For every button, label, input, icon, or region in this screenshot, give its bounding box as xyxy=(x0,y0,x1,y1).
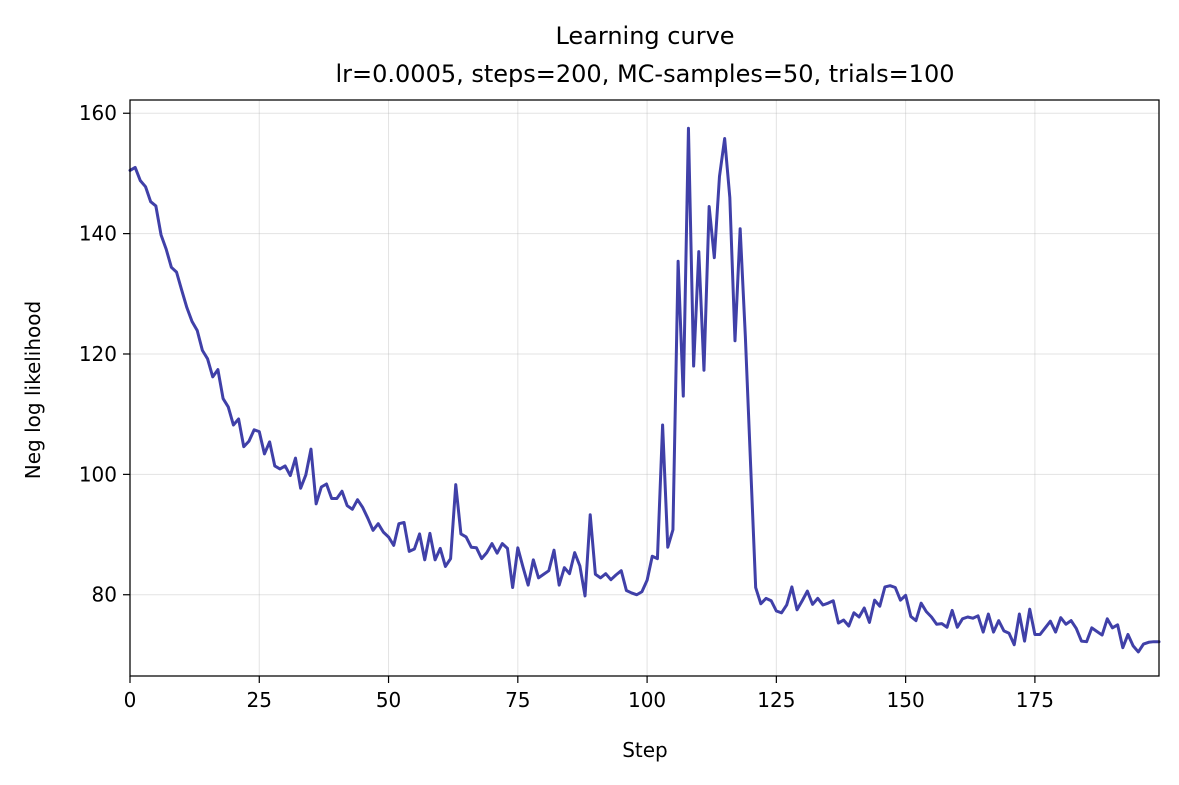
y-tick-label: 120 xyxy=(79,342,117,366)
x-tick-label: 125 xyxy=(757,688,795,712)
chart-subtitle: lr=0.0005, steps=200, MC-samples=50, tri… xyxy=(335,60,954,88)
x-tick-label: 25 xyxy=(247,688,272,712)
x-axis-ticks: 0 25 50 75 100 125 150 175 xyxy=(124,676,1054,712)
x-axis-label: Step xyxy=(622,738,668,762)
y-axis-ticks: 80 100 120 140 160 xyxy=(79,101,130,607)
x-tick-label: 75 xyxy=(505,688,530,712)
x-tick-label: 50 xyxy=(376,688,401,712)
x-tick-label: 100 xyxy=(628,688,666,712)
chart-title: Learning curve xyxy=(555,22,734,50)
y-tick-label: 160 xyxy=(79,101,117,125)
series-layer xyxy=(128,126,1161,654)
y-axis-label: Neg log likelihood xyxy=(21,301,45,479)
x-tick-label: 0 xyxy=(124,688,137,712)
y-tick-label: 140 xyxy=(79,222,117,246)
series-line xyxy=(128,126,1161,654)
plot-area-frame xyxy=(129,99,1160,677)
y-tick-label: 80 xyxy=(92,583,117,607)
x-tick-label: 150 xyxy=(887,688,925,712)
y-tick-label: 100 xyxy=(79,462,117,486)
x-tick-label: 175 xyxy=(1016,688,1054,712)
grid-lines xyxy=(129,100,1159,676)
